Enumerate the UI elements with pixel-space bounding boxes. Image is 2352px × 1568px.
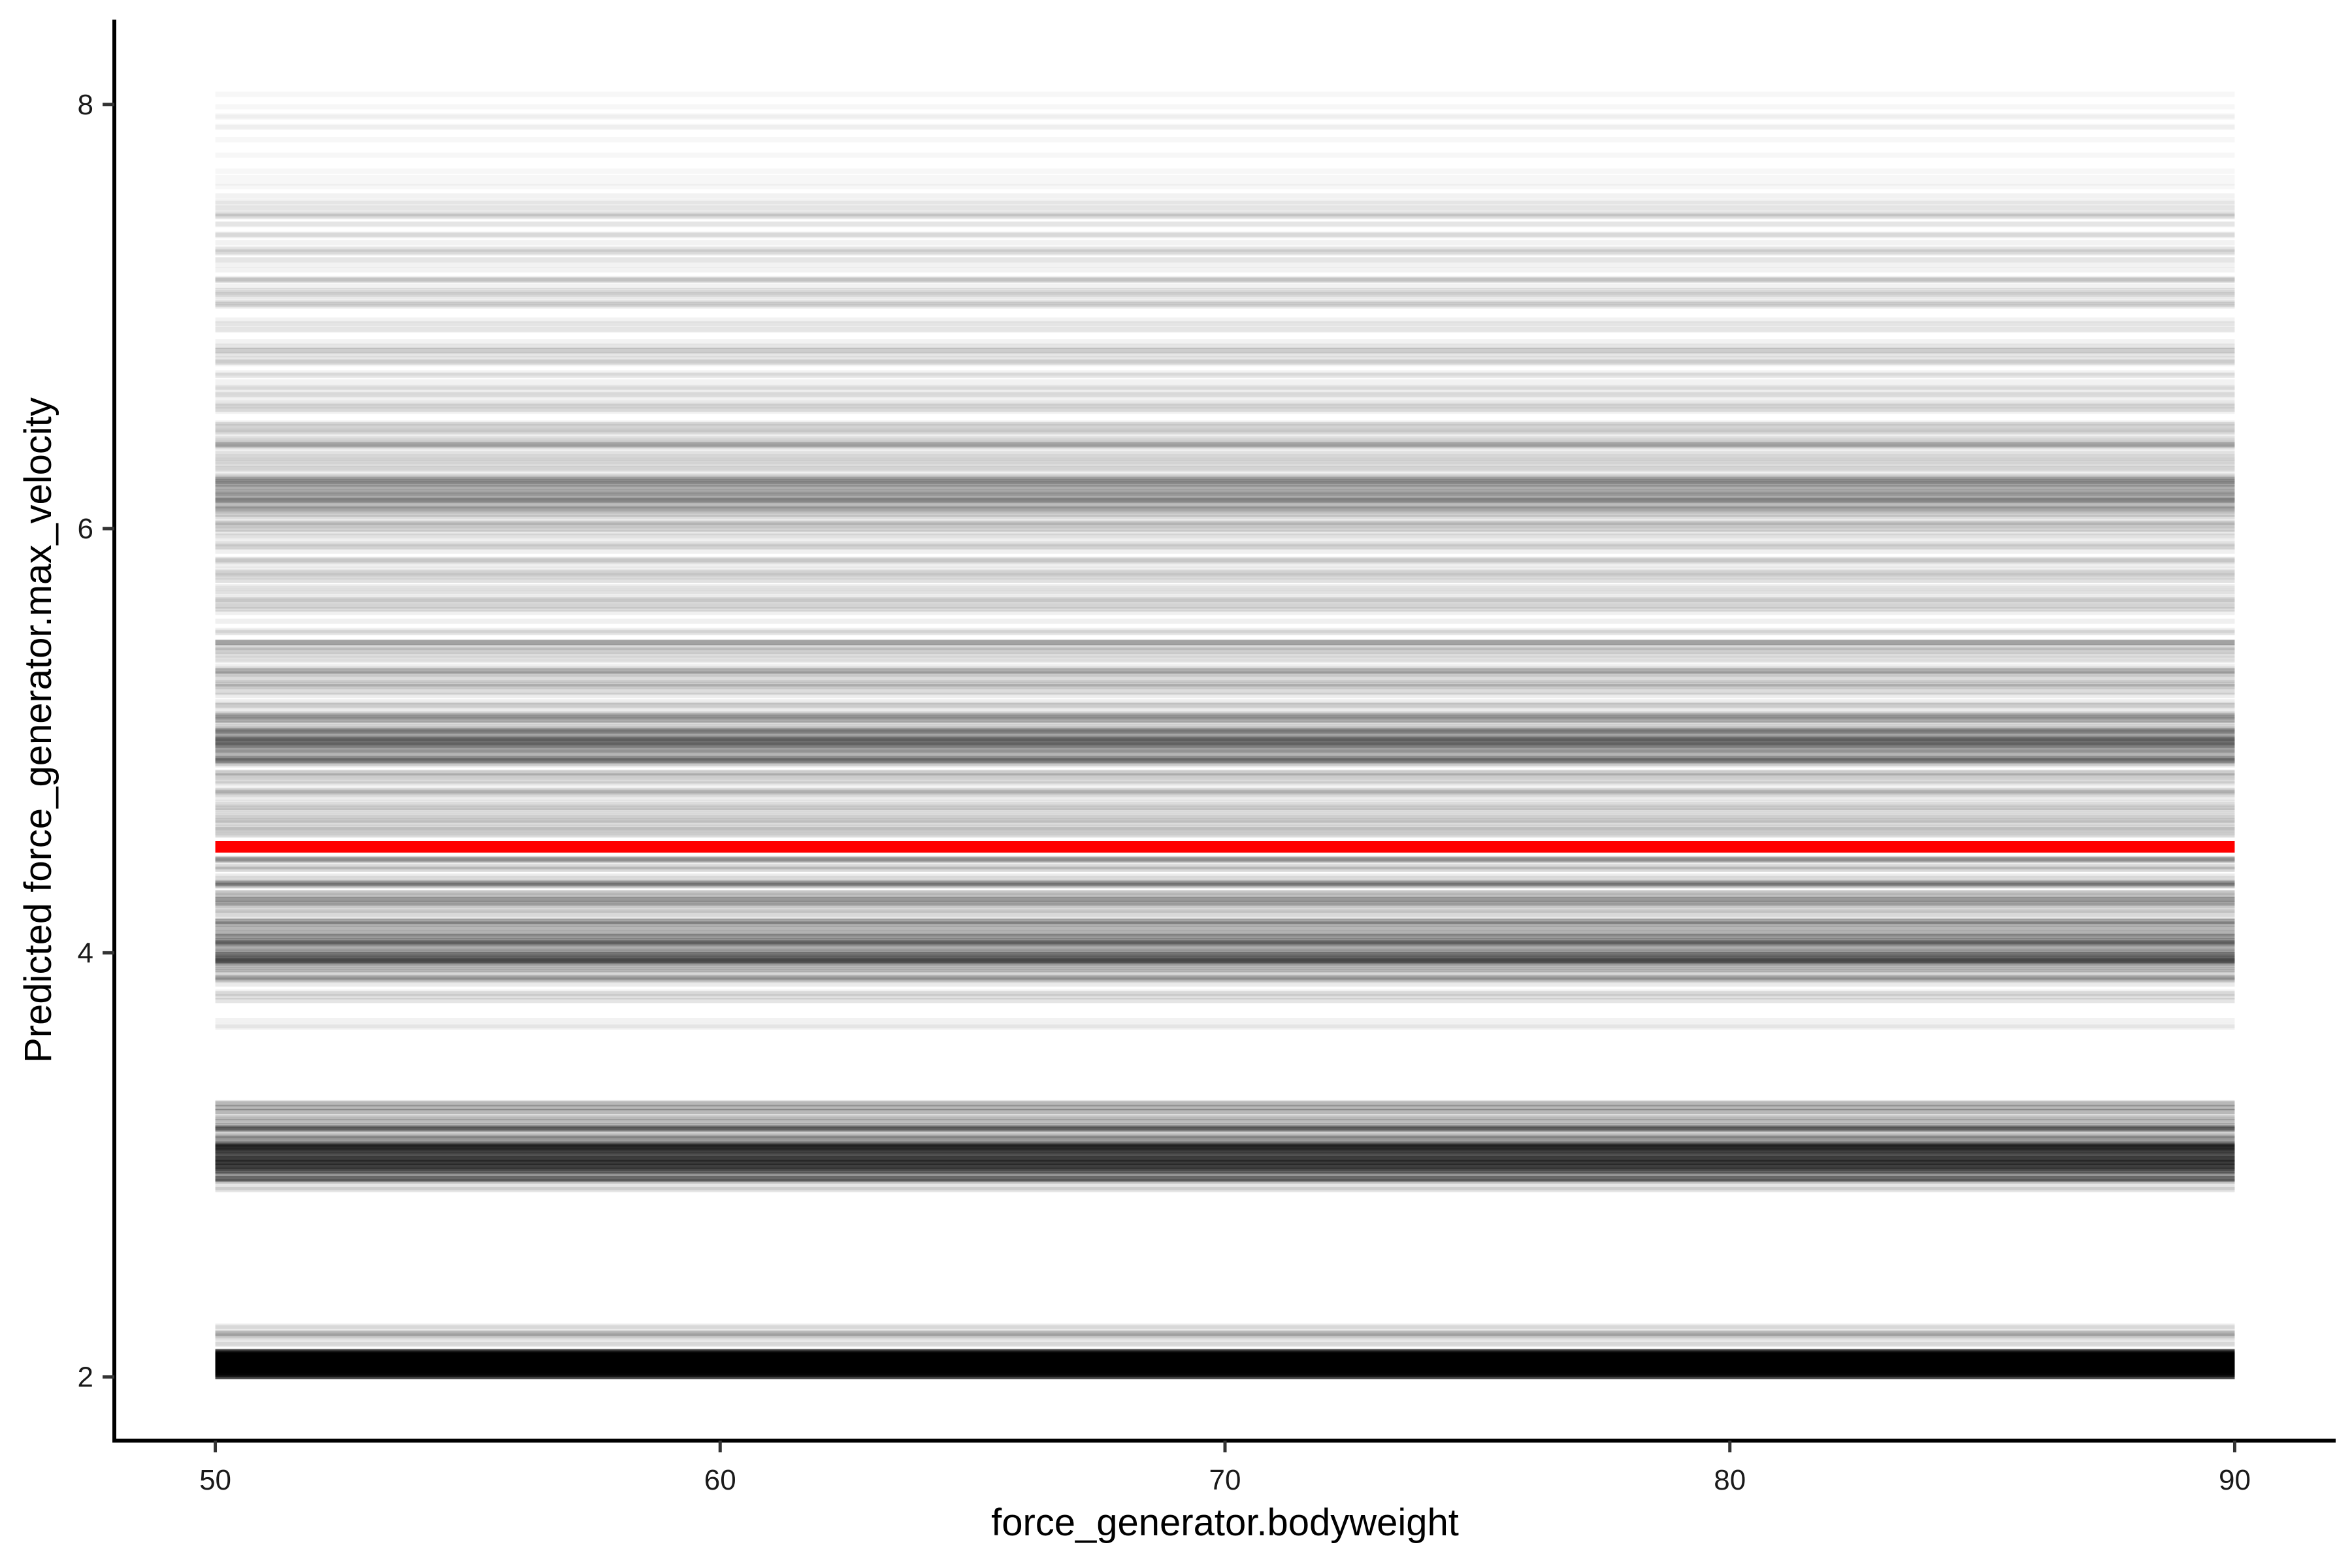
axes: 50 60 70 80 90 2 4 6 8	[78, 20, 2336, 1496]
x-tick-label-90: 90	[2219, 1464, 2251, 1496]
x-tick-label-80: 80	[1714, 1464, 1746, 1496]
x-tick-label-50: 50	[199, 1464, 231, 1496]
ice-lines	[215, 193, 2235, 1380]
x-axis-title: force_generator.bodyweight	[991, 1501, 1459, 1544]
y-axis-title: Predicted force_generator.max_velocity	[17, 397, 59, 1063]
x-tick-label-70: 70	[1209, 1464, 1241, 1496]
y-ticks: 2 4 6 8	[78, 89, 114, 1394]
plot-area	[215, 193, 2235, 1380]
x-ticks: 50 60 70 80 90	[199, 1441, 2251, 1496]
x-tick-label-60: 60	[704, 1464, 736, 1496]
y-tick-label-6: 6	[78, 513, 93, 545]
y-tick-label-8: 8	[78, 89, 93, 121]
y-tick-label-4: 4	[78, 937, 93, 969]
y-tick-label-2: 2	[78, 1362, 93, 1394]
